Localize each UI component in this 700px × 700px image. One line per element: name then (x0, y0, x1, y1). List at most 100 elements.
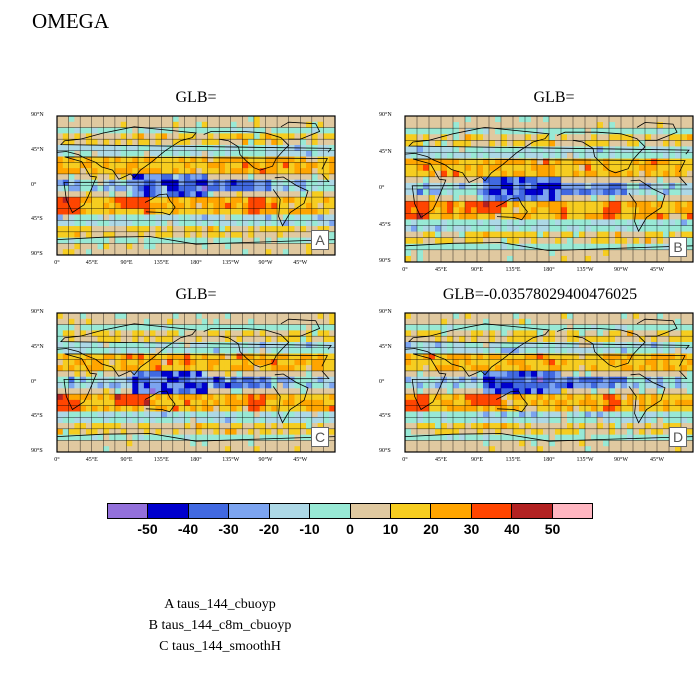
field-cell (483, 207, 490, 214)
field-cell (429, 219, 436, 226)
field-cell (663, 225, 670, 232)
field-cell (459, 428, 466, 436)
field-cell (573, 146, 580, 153)
field-cell (207, 428, 214, 436)
field-cell (573, 225, 580, 232)
field-cell (417, 341, 424, 349)
field-cell (681, 152, 688, 159)
field-cell (97, 208, 104, 215)
field-cell (471, 255, 478, 263)
field-cell (483, 388, 490, 395)
field-cell (639, 237, 646, 245)
field-cell (184, 162, 191, 169)
field-cell (663, 394, 670, 401)
field-cell (417, 440, 424, 447)
field-cell (68, 220, 75, 227)
field-cell (447, 170, 454, 178)
coastline (56, 126, 332, 180)
field-cell (411, 255, 418, 263)
field-cell (190, 417, 197, 424)
field-cell (294, 428, 301, 436)
field-cell (155, 336, 162, 343)
field-cell (645, 170, 652, 178)
field-cell (603, 440, 610, 447)
field-cell (161, 127, 168, 134)
field-cell (675, 170, 682, 178)
field-cell (109, 359, 116, 366)
lon-tick-label: 45°W (649, 267, 665, 273)
field-cell (549, 158, 556, 166)
field-cell (317, 336, 324, 343)
field-cell (477, 225, 484, 232)
field-cell (513, 219, 520, 226)
field-cell (585, 347, 592, 354)
field-cell (294, 417, 301, 424)
field-cell (184, 121, 191, 128)
field-cell (543, 347, 550, 354)
field-cell (675, 182, 682, 190)
field-cell (495, 243, 502, 251)
field-cell (405, 359, 412, 366)
field-cell (657, 388, 664, 395)
field-cell (663, 170, 670, 178)
field-cell (465, 237, 472, 245)
field-cell (97, 144, 104, 152)
field-cell (68, 318, 75, 325)
field-cell (669, 182, 676, 190)
field-cell (74, 394, 81, 401)
field-cell (242, 168, 249, 175)
field-cell (519, 170, 526, 178)
field-cell (126, 446, 133, 453)
field-cell (585, 116, 592, 123)
field-cell (236, 382, 243, 389)
field-cell (120, 388, 127, 395)
field-cell (132, 446, 139, 453)
field-cell (429, 341, 436, 349)
coastline (411, 158, 688, 218)
field-cell (603, 446, 610, 453)
field-cell (306, 249, 313, 256)
field-cell (213, 121, 220, 128)
field-cell (132, 434, 139, 441)
panel-b-title: GLB= (533, 89, 575, 106)
lon-tick-label: 45°E (85, 260, 98, 266)
field-cell (639, 394, 646, 401)
field-cell (645, 428, 652, 436)
field-cell (651, 353, 658, 360)
field-cell (277, 434, 284, 441)
field-cell (114, 243, 122, 250)
field-cell (306, 347, 313, 354)
field-cell (681, 382, 688, 389)
field-cell (525, 382, 532, 389)
field-cell (300, 417, 307, 424)
field-cell (224, 127, 232, 134)
field-cell (329, 156, 336, 163)
field-cell (155, 347, 162, 354)
field-cell (132, 214, 139, 221)
field-cell (663, 176, 670, 184)
field-cell (597, 365, 604, 372)
field-cell (288, 365, 295, 372)
field-cell (109, 231, 116, 239)
field-cell (615, 411, 622, 418)
field-cell (519, 318, 526, 325)
field-cell (663, 330, 670, 337)
field-cell (184, 133, 191, 140)
field-cell (537, 313, 544, 320)
field-cell (489, 128, 496, 135)
field-cell (609, 376, 616, 383)
field-cell (483, 313, 490, 320)
field-cell (97, 220, 104, 227)
field-cell (555, 336, 562, 343)
field-cell (537, 207, 544, 214)
field-cell (459, 365, 466, 372)
field-cell (591, 189, 598, 196)
field-cell (555, 176, 562, 184)
field-cell (405, 399, 412, 407)
field-cell (103, 116, 110, 123)
field-cell (317, 399, 324, 407)
field-cell (495, 249, 502, 257)
field-cell (585, 134, 592, 141)
field-cell (323, 214, 330, 221)
field-cell (663, 231, 670, 239)
